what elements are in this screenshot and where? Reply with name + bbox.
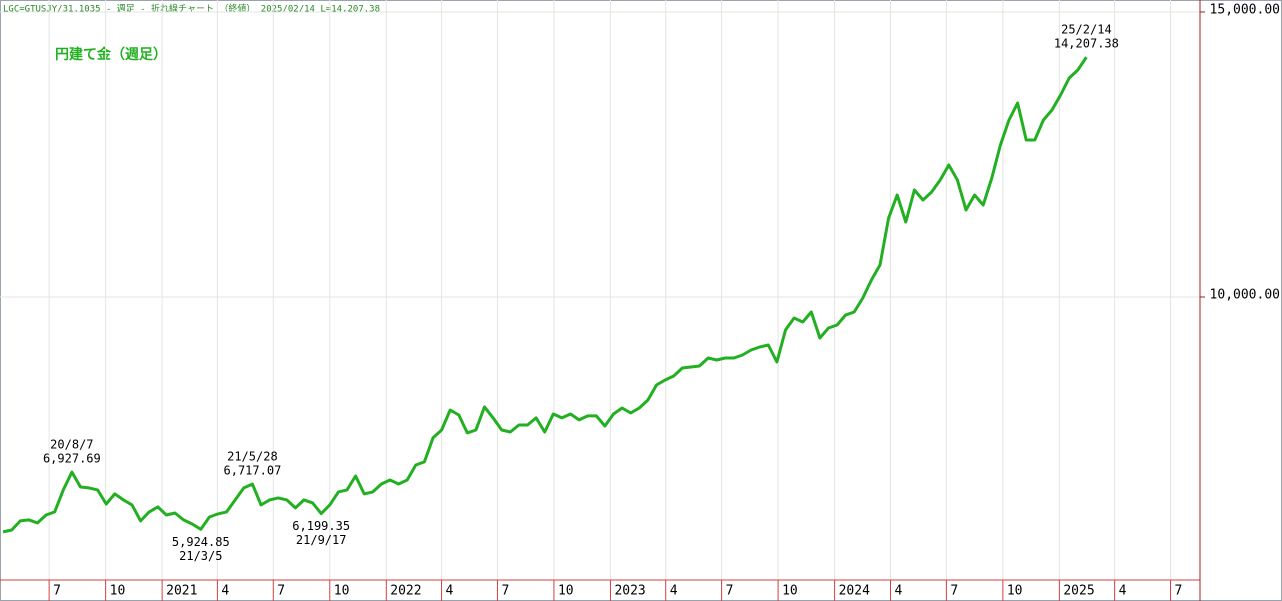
- annotation-date: 21/5/28: [227, 450, 278, 464]
- y-tick-label: 15,000.00: [1210, 2, 1280, 17]
- annotation-value: 5,924.85: [172, 535, 230, 549]
- x-tick-label: 4: [670, 584, 678, 599]
- x-tick-label: 10: [1007, 584, 1023, 599]
- x-tick-label: 7: [53, 584, 61, 599]
- x-tick-label: 7: [277, 584, 285, 599]
- x-tick-label: 10: [782, 584, 798, 599]
- x-tick-label: 7: [726, 584, 734, 599]
- x-tick-label: 2023: [614, 584, 645, 599]
- x-tick-label: 2025: [1063, 584, 1094, 599]
- chart-header: LGC=GTUSJY/31.1035 - 週足 - 折れ線チャート （終値） 2…: [3, 3, 380, 15]
- x-tick-label: 4: [221, 584, 229, 599]
- y-tick-label: 10,000.00: [1210, 287, 1280, 302]
- x-tick-label: 4: [446, 584, 454, 599]
- annotation-value: 6,717.07: [224, 464, 282, 478]
- legend-label: 円建て金（週足）: [55, 46, 167, 63]
- annotation-date: 21/9/17: [296, 533, 347, 547]
- x-tick-label: 2022: [390, 584, 421, 599]
- x-tick-label: 10: [334, 584, 350, 599]
- x-tick-label: 2021: [166, 584, 197, 599]
- x-tick-label: 7: [950, 584, 958, 599]
- series-line: [2, 56, 1088, 534]
- x-tick-label: 7: [1175, 584, 1183, 599]
- annotation-value: 6,927.69: [43, 452, 101, 466]
- x-tick-label: 4: [894, 584, 902, 599]
- annotation-value: 14,207.38: [1054, 37, 1119, 51]
- annotation-date: 25/2/14: [1061, 23, 1112, 37]
- x-tick-label: 7: [501, 584, 509, 599]
- annotation-date: 21/3/5: [179, 549, 222, 563]
- x-tick-label: 4: [1119, 584, 1127, 599]
- annotation-date: 20/8/7: [50, 438, 93, 452]
- annotation-value: 6,199.35: [292, 519, 350, 533]
- x-tick-label: 10: [558, 584, 574, 599]
- x-tick-label: 10: [110, 584, 126, 599]
- x-tick-label: 2024: [839, 584, 870, 599]
